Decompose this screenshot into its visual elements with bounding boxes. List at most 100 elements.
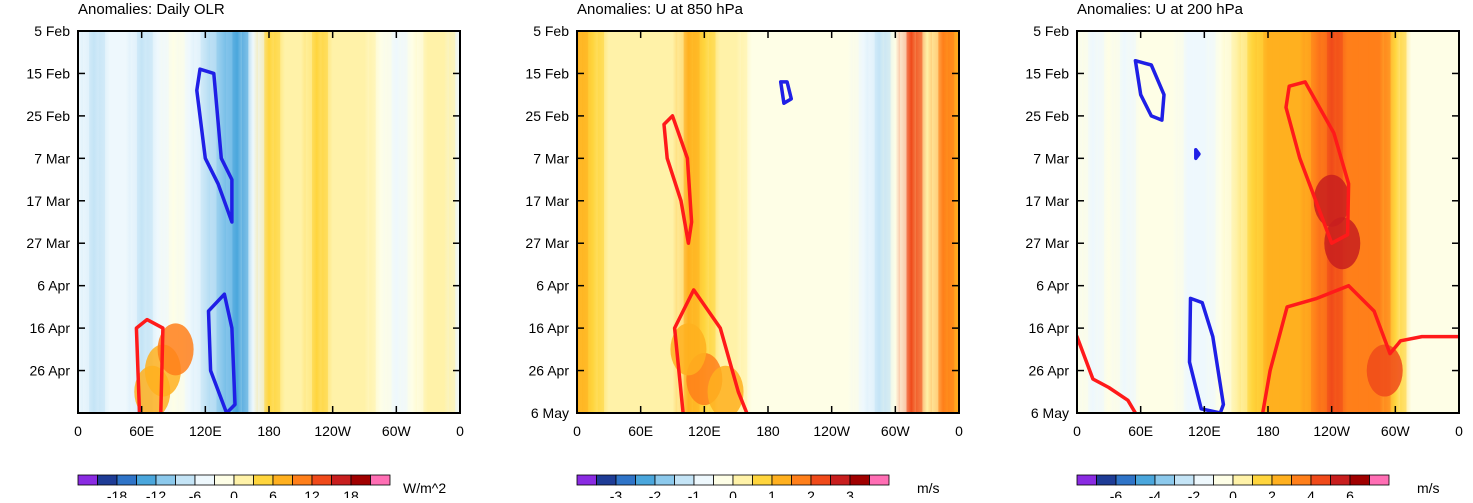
field-band [82, 31, 90, 413]
y-tick-label: 17 Mar [1025, 193, 1069, 209]
field-band [98, 31, 106, 413]
colorbar-units: W/m^2 [403, 480, 446, 496]
field-background [577, 31, 959, 413]
x-tick-label: 60W [382, 423, 412, 439]
colorbar-swatch [77, 474, 98, 486]
field-band [1240, 31, 1248, 413]
colorbar-swatch [1330, 474, 1351, 486]
field-band [1193, 31, 1200, 413]
colorbar-swatch [1369, 474, 1390, 486]
colorbar-swatch [596, 474, 617, 486]
x-tick-label: 120E [189, 423, 222, 439]
colorbar-label: 3 [846, 488, 854, 498]
colorbar-swatch [674, 474, 695, 486]
field-band [194, 31, 201, 413]
colorbar-label: 6 [1346, 488, 1354, 498]
field-band [114, 31, 121, 413]
colorbar-swatch [635, 474, 656, 486]
red-contour [1260, 283, 1459, 413]
y-tick-label: 7 Mar [1033, 150, 1069, 166]
colorbar-swatch [1096, 474, 1117, 486]
panel-u850: Anomalies: U at 850 hPa 0 60E 120E 180 120W 6… [525, 1, 963, 503]
field-band [1209, 31, 1216, 413]
y-tick-label: 5 Feb [1033, 23, 1069, 39]
y-tick-label: 25 Feb [26, 108, 70, 124]
red-contour [1077, 334, 1138, 413]
field-band [1097, 31, 1105, 413]
field-band [1177, 31, 1184, 413]
red-contour [1284, 80, 1351, 245]
blue-contour [1133, 58, 1166, 122]
colorbar-label: 1 [768, 488, 776, 498]
colorbar-label: -2 [649, 488, 662, 498]
colorbar-swatch [1349, 474, 1370, 486]
colorbar-swatch [771, 474, 792, 486]
blue-contour [1187, 296, 1226, 413]
field-band [1352, 31, 1359, 413]
colorbar-swatch [1174, 474, 1195, 486]
y-tick-label: 15 Feb [1025, 65, 1069, 81]
colorbar-swatch [869, 474, 890, 486]
x-tick-label: 180 [257, 423, 281, 439]
x-tick-label: 0 [955, 423, 963, 439]
y-tick-label: 25 Feb [1025, 108, 1069, 124]
colorbar-swatch [272, 474, 293, 486]
field-band [1272, 31, 1280, 413]
colorbar-swatch [1193, 474, 1214, 486]
field-band [273, 31, 281, 413]
colorbar-label: 18 [343, 488, 359, 498]
field-band [1288, 31, 1296, 413]
colorbar-units: m/s [1417, 480, 1440, 496]
field-band [385, 31, 392, 413]
field-band [1368, 31, 1375, 413]
x-tick-label: 120E [688, 423, 721, 439]
colorbar-swatch [576, 474, 597, 486]
panel-title: Anomalies: U at 850 hPa [577, 1, 744, 18]
colorbar-label: 2 [1268, 488, 1276, 498]
field-band [931, 31, 939, 413]
colorbar-swatch [331, 474, 352, 486]
field-band [162, 31, 169, 413]
colorbar-units: m/s [917, 480, 940, 496]
colorbar-label: 4 [1307, 488, 1315, 498]
colorbar-swatch [253, 474, 274, 486]
x-tick-label: 180 [756, 423, 780, 439]
field-band [947, 31, 955, 413]
x-tick-label: 0 [1073, 423, 1081, 439]
field-band [1304, 31, 1311, 413]
field-band [369, 31, 376, 413]
colorbar-swatch [830, 474, 851, 486]
colorbar-swatch [233, 474, 254, 486]
field-band [1416, 31, 1423, 413]
colorbar-swatch [311, 474, 332, 486]
panel-olr: Anomalies: Daily OLR 0 60E 120E 180 120W 60W 0… [26, 1, 464, 503]
field-band [305, 31, 312, 413]
field-blob [1366, 344, 1403, 397]
x-tick-label: 120W [314, 423, 351, 439]
panel-title: Anomalies: U at 200 hPa [1077, 1, 1244, 18]
field-band [916, 31, 923, 413]
field-band [1400, 31, 1407, 413]
field-band [661, 31, 668, 413]
field-band [1447, 31, 1455, 413]
field-band [432, 31, 440, 413]
field-band [740, 31, 748, 413]
field-band [788, 31, 796, 413]
colorbar-swatch [97, 474, 118, 486]
field-band [884, 31, 891, 413]
colorbar-label: -4 [1149, 488, 1162, 498]
field-band [868, 31, 875, 413]
colorbar-label: 0 [729, 488, 737, 498]
x-tick-label: 180 [1256, 423, 1280, 439]
red-contour [672, 288, 749, 413]
y-tick-label: 6 Apr [37, 278, 70, 294]
colorbar-swatch [1310, 474, 1331, 486]
field-band [709, 31, 716, 413]
colorbar-swatch [713, 474, 734, 486]
colorbar-swatch [1076, 474, 1097, 486]
colorbar-label: -12 [146, 488, 166, 498]
field-blob [1313, 174, 1350, 227]
blue-contour [195, 67, 234, 224]
x-tick-label: 0 [74, 423, 82, 439]
